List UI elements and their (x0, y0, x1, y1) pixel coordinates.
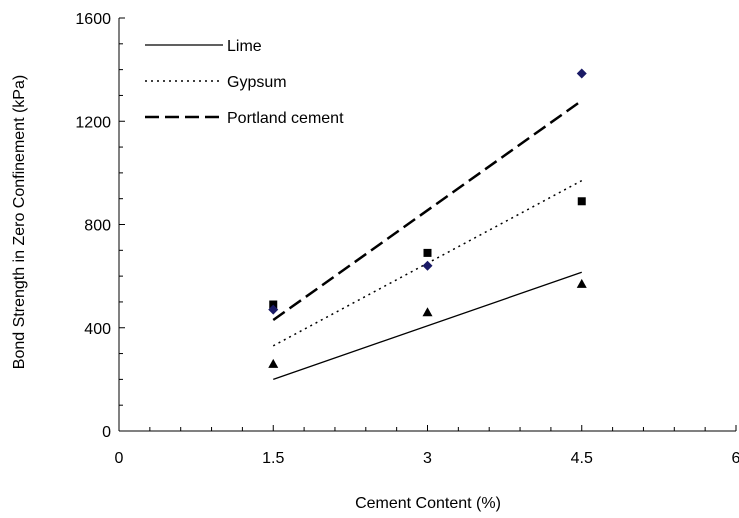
trendline-portland-cement (272, 99, 583, 322)
x-tick-label: 3 (423, 450, 432, 467)
legend: Lime Gypsum Portland cement (145, 38, 344, 127)
x-axis-title: Cement Content (%) (355, 495, 501, 512)
marker-lime (422, 307, 433, 317)
y-tick-label: 1600 (75, 11, 111, 28)
y-axis-title: Bond Strength in Zero Confinement (kPa) (11, 75, 28, 369)
x-tick-label: 4.5 (571, 450, 593, 467)
trendline-lime (273, 271, 582, 380)
marker-lime (268, 358, 279, 368)
legend-label-lime: Lime (227, 38, 262, 55)
axes: 0 400 800 1200 1600 0 1.5 3 4.5 6 (75, 11, 739, 467)
y-tick-label: 1200 (75, 114, 111, 131)
data-markers (268, 68, 587, 368)
trendlines (272, 99, 583, 380)
marker-gypsum (269, 300, 278, 309)
legend-label-gypsum: Gypsum (227, 74, 287, 91)
marker-portland-cement (422, 260, 433, 271)
x-tick-label: 1.5 (262, 450, 284, 467)
x-tick-label: 6 (732, 450, 739, 467)
y-tick-label: 400 (84, 321, 111, 338)
marker-portland-cement (268, 304, 279, 315)
x-tick-label: 0 (115, 450, 124, 467)
y-tick-label: 800 (84, 218, 111, 235)
marker-portland-cement (576, 68, 587, 79)
marker-gypsum (577, 197, 586, 206)
marker-gypsum (423, 248, 432, 257)
y-tick-label: 0 (102, 424, 111, 441)
marker-lime (576, 278, 587, 288)
legend-label-portland-cement: Portland cement (227, 110, 344, 127)
